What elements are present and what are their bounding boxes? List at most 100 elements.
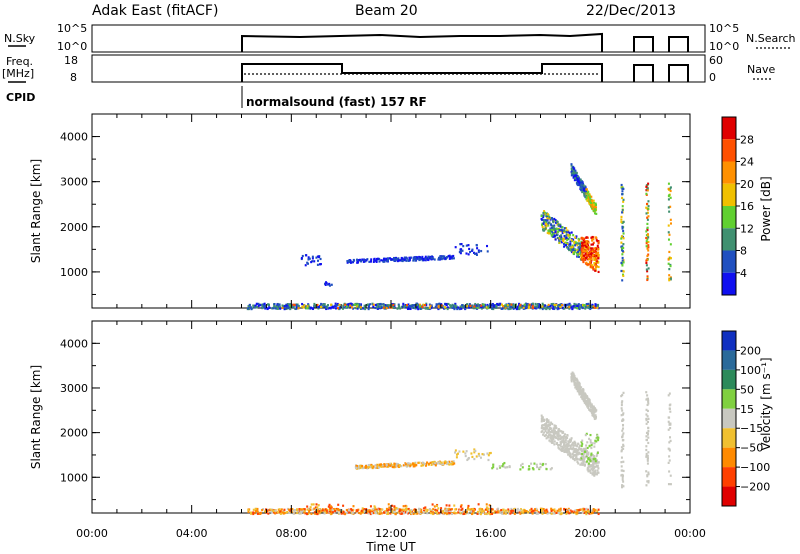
data-point: [574, 173, 577, 176]
data-point: [353, 303, 356, 306]
data-point: [621, 486, 624, 489]
data-point: [380, 463, 383, 466]
data-point: [395, 464, 398, 467]
colorbar-tick-label: −50: [740, 442, 763, 455]
data-point: [316, 512, 319, 516]
data-point: [574, 236, 577, 239]
data-point: [541, 225, 544, 229]
data-point: [358, 258, 361, 261]
data-point: [577, 462, 580, 465]
data-point: [330, 508, 333, 512]
data-point: [298, 510, 301, 513]
data-point: [548, 216, 551, 219]
data-point: [622, 460, 625, 463]
data-point: [412, 306, 415, 310]
data-point: [587, 258, 590, 261]
data-point: [490, 507, 493, 511]
data-point: [330, 505, 333, 508]
data-point: [572, 169, 575, 173]
data-point: [577, 303, 580, 306]
data-point: [535, 307, 538, 310]
data-point: [432, 511, 435, 514]
data-point: [593, 462, 596, 465]
data-point: [576, 307, 579, 310]
data-point: [525, 305, 528, 308]
data-point: [427, 256, 430, 260]
data-point: [667, 262, 670, 265]
data-point: [473, 252, 476, 255]
data-point: [592, 413, 595, 416]
data-point: [578, 393, 581, 396]
data-point: [261, 305, 264, 308]
data-point: [536, 305, 539, 308]
data-point: [446, 462, 449, 466]
colorbar-segment: [722, 389, 736, 409]
data-point: [531, 511, 534, 514]
data-point: [669, 474, 672, 477]
data-point: [589, 465, 592, 468]
data-point: [432, 257, 435, 260]
data-point: [301, 305, 304, 308]
data-point: [586, 466, 589, 470]
data-point: [620, 395, 623, 398]
data-point: [377, 465, 380, 468]
data-point: [352, 303, 355, 307]
data-point: [330, 512, 333, 515]
data-point: [441, 255, 444, 258]
data-point: [285, 307, 288, 311]
data-point: [481, 453, 484, 456]
data-point: [489, 303, 492, 306]
data-point: [578, 389, 581, 392]
data-point: [413, 306, 416, 309]
data-point: [339, 305, 342, 309]
data-point: [468, 303, 471, 306]
data-point: [586, 190, 589, 193]
data-point: [467, 244, 470, 247]
data-point: [545, 307, 548, 311]
data-point: [463, 305, 466, 309]
data-point: [418, 508, 421, 511]
data-point: [356, 302, 359, 306]
data-point: [456, 307, 459, 311]
data-point: [596, 252, 599, 255]
data-point: [544, 511, 547, 514]
data-point: [583, 246, 586, 250]
data-point: [420, 510, 423, 514]
data-point: [451, 463, 454, 466]
data-point: [433, 258, 436, 261]
data-point: [306, 512, 309, 516]
data-point: [621, 227, 624, 230]
data-point: [286, 303, 289, 306]
data-point: [491, 508, 494, 511]
data-point: [550, 227, 553, 230]
data-point: [573, 241, 576, 244]
data-point: [568, 508, 571, 512]
data-point: [577, 239, 580, 242]
data-point: [264, 304, 267, 307]
data-point: [471, 249, 474, 252]
data-point: [445, 302, 448, 306]
data-point: [573, 440, 576, 443]
data-point: [316, 506, 319, 509]
data-point: [448, 511, 451, 515]
data-point: [588, 398, 591, 401]
data-point: [307, 512, 310, 516]
data-point: [521, 304, 524, 307]
data-point: [591, 247, 594, 250]
data-point: [427, 258, 430, 262]
data-point: [592, 406, 595, 409]
data-point: [584, 510, 587, 513]
data-point: [583, 464, 586, 467]
data-point: [375, 466, 378, 469]
data-point: [369, 303, 372, 306]
data-point: [568, 248, 571, 252]
data-point: [300, 256, 303, 260]
data-point: [577, 249, 580, 252]
data-point: [645, 470, 648, 473]
data-point: [580, 248, 583, 251]
data-point: [594, 408, 597, 411]
data-point: [548, 217, 551, 220]
data-point: [584, 252, 587, 255]
data-point: [264, 307, 267, 310]
data-point: [504, 509, 507, 512]
